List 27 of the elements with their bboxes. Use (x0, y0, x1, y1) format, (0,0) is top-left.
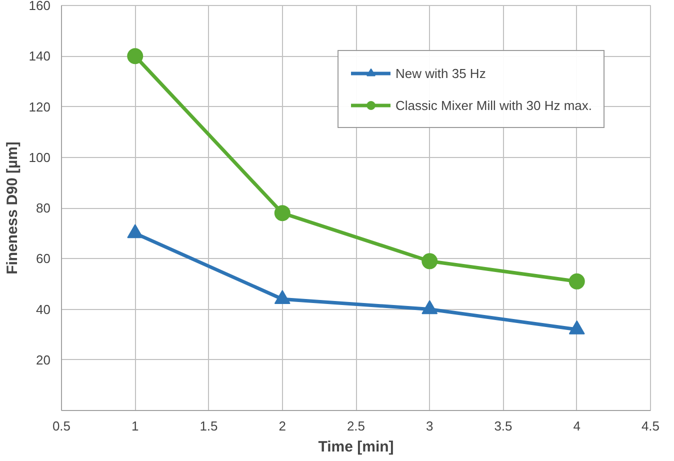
x-tick-label: 1.5 (200, 418, 218, 434)
y-tick-label: 40 (36, 302, 51, 317)
point (127, 48, 144, 64)
x-tick-label: 2 (278, 418, 286, 434)
point (127, 224, 144, 238)
y-axis-title: Fineness D90 [µm] (4, 142, 21, 274)
x-tick-label: 2.5 (346, 418, 366, 434)
point (274, 205, 290, 222)
legend-label: Classic Mixer Mill with 30 Hz max. (396, 98, 592, 112)
x-tick-label: 0.5 (52, 418, 71, 434)
x-tick-label: 3 (426, 418, 434, 434)
x-axis-title: Time [min] (318, 438, 394, 456)
y-tick-label: 60 (36, 251, 51, 266)
y-tick-label: 100 (28, 150, 51, 165)
y-tick-label: 160 (28, 0, 51, 13)
x-tick-label: 1 (132, 418, 139, 434)
y-tick-label: 80 (36, 200, 51, 216)
x-tick-label: 4 (573, 418, 580, 434)
y-tick-label: 140 (28, 48, 51, 64)
point (422, 300, 438, 314)
point (568, 320, 585, 334)
x-tick-label: 4.5 (641, 418, 660, 434)
legend-label: New with 35 Hz (396, 66, 486, 80)
y-tick-label: 120 (28, 99, 51, 114)
x-tick-label: 3.5 (494, 418, 512, 434)
point (274, 290, 290, 304)
y-tick-label: 20 (36, 352, 51, 368)
